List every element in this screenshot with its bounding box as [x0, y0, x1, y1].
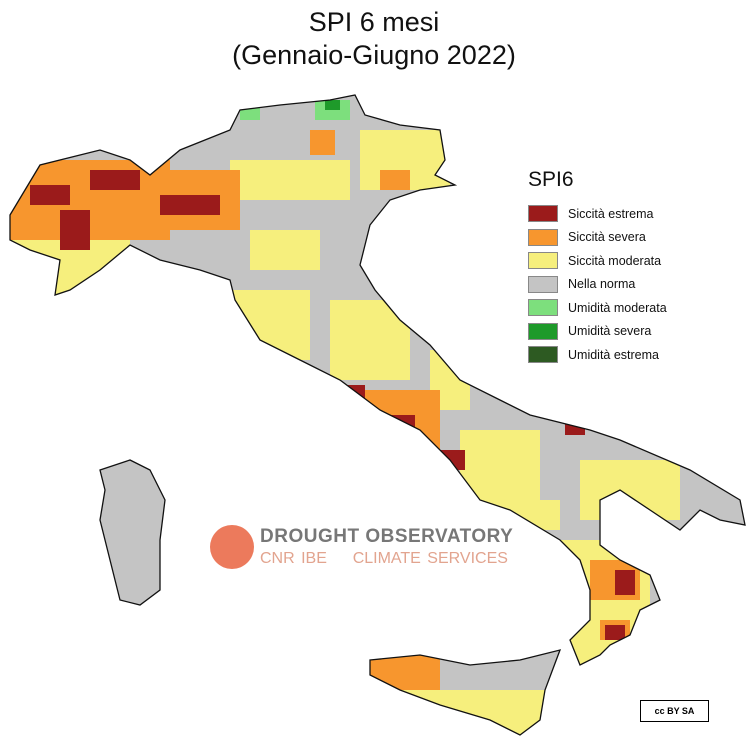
- legend-item: Siccità estrema: [528, 202, 667, 226]
- legend-item: Umidità severa: [528, 320, 667, 344]
- legend-label: Siccità severa: [568, 230, 646, 245]
- legend-title: SPI6: [528, 168, 574, 191]
- legend-item: Nella norma: [528, 273, 667, 297]
- legend-swatch: [528, 252, 558, 270]
- legend-swatch: [528, 299, 558, 317]
- title-line1: SPI 6 mesi: [308, 7, 440, 37]
- drought-observatory-logo-icon: [210, 525, 254, 569]
- legend: SPI6 Siccità estrema Siccità severa Siccit…: [528, 168, 667, 367]
- legend-item: Siccità severa: [528, 226, 667, 250]
- legend-swatch: [528, 275, 558, 293]
- legend-label: Siccità moderata: [568, 253, 662, 268]
- legend-label: Siccità estrema: [568, 206, 654, 221]
- watermark-services: CLIMATE SERVICES: [352, 550, 508, 567]
- legend-swatch: [528, 322, 558, 340]
- license-text: cc BY SA: [654, 706, 695, 716]
- legend-label: Umidità severa: [568, 324, 652, 339]
- watermark: DROUGHT OBSERVATORY CNR IBE CLIMATE SERV…: [210, 525, 513, 569]
- legend-label: Umidità moderata: [568, 300, 667, 315]
- legend-item: Siccità moderata: [528, 249, 667, 273]
- legend-label: Umidità estrema: [568, 347, 659, 362]
- legend-label: Nella norma: [568, 277, 636, 292]
- map-title: SPI 6 mesi (Gennaio-Giugno 2022): [0, 6, 748, 72]
- legend-item: Umidità estrema: [528, 343, 667, 367]
- legend-swatch: [528, 205, 558, 223]
- watermark-line1: DROUGHT OBSERVATORY: [260, 526, 514, 547]
- legend-swatch: [528, 346, 558, 364]
- creative-commons-by-sa-icon: cc BY SA: [640, 700, 709, 722]
- legend-swatch: [528, 228, 558, 246]
- title-line2: (Gennaio-Giugno 2022): [232, 40, 516, 70]
- legend-item: Umidità moderata: [528, 296, 667, 320]
- watermark-cnr: CNR IBE: [260, 550, 327, 567]
